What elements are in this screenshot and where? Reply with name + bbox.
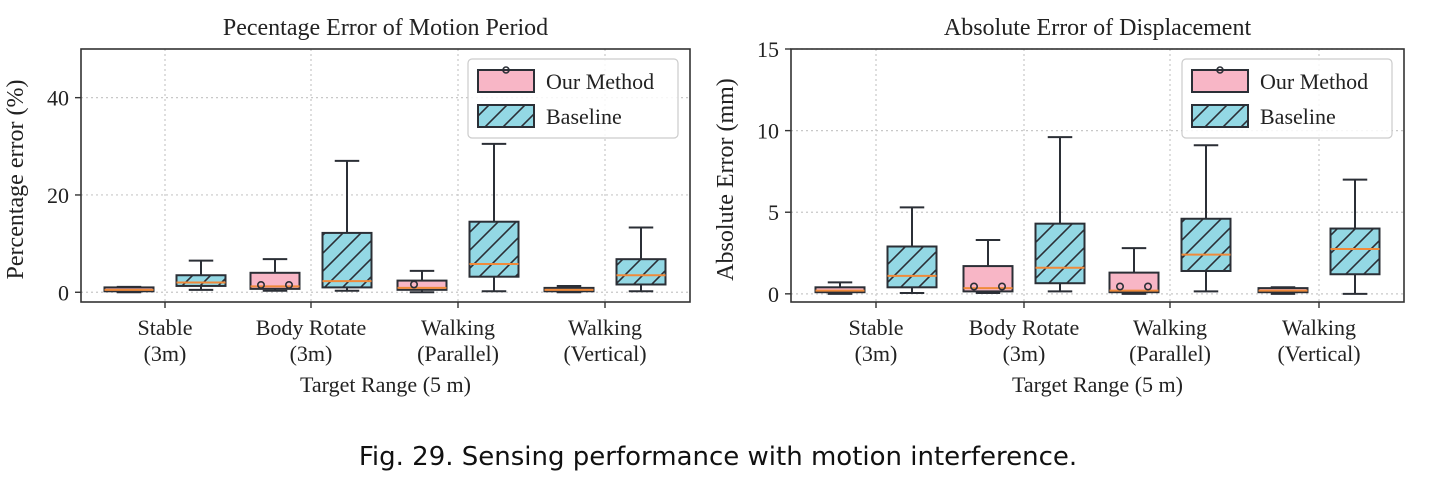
baseline-box [321,159,373,292]
y-tick-label: 5 [768,200,779,225]
legend-label: Baseline [1260,104,1336,129]
outlier-point [1116,282,1125,291]
baseline-box [175,259,227,291]
our-method-box [396,269,448,294]
baseline-box [615,226,667,293]
box-hatch [887,246,937,288]
x-tick-label: (3m) [855,341,898,366]
plot-frame [80,48,691,303]
box-hatch [322,232,372,288]
x-tick-label: Walking [1133,315,1207,340]
box-iqr [396,279,448,291]
legend-swatch [477,69,535,93]
x-tick-label: Stable [849,315,904,340]
x-tick-label: (Parallel) [417,341,499,366]
plot-frame [790,48,1405,303]
outlier-point [284,280,293,289]
our-method-box [103,285,155,294]
legend-swatch-hatch [1192,105,1248,127]
legend-label: Our Method [1260,69,1368,94]
outlier-point [409,280,418,289]
x-tick-label: Walking [421,315,495,340]
legend-swatch [1191,69,1249,93]
our-method-box [249,258,301,292]
outlier-point [1144,282,1153,291]
chart-title: Absolute Error of Displacement [944,15,1252,41]
x-tick-label: (3m) [1003,341,1046,366]
box-iqr [1108,271,1160,294]
box-hatch [616,259,666,285]
our-method-box [962,238,1014,295]
legend-flier-marker [502,66,510,74]
baseline-box [1034,136,1086,293]
box-hatch [469,221,519,277]
our-method-box [543,284,595,294]
box-iqr [249,271,301,290]
x-tick-label: Walking [568,315,642,340]
x-tick-label: Body Rotate [969,315,1080,340]
legend: Our Method Baseline [467,58,679,139]
legend-label: Baseline [546,104,622,129]
x-tick-label: (Vertical) [1277,341,1360,366]
x-axis-label: Target Range (5 m) [300,372,471,397]
x-tick-label: Stable [138,315,193,340]
x-tick-label: (Vertical) [563,341,646,366]
legend: Our Method Baseline [1181,58,1393,139]
y-tick-label: 0 [58,280,69,305]
baseline-box [886,206,938,295]
y-tick-label: 0 [768,282,779,307]
baseline-box [468,142,520,293]
x-axis-label: Target Range (5 m) [1012,372,1183,397]
y-axis-label: Absolute Error (mm) [713,78,739,281]
box-hatch [1181,218,1231,271]
y-tick-label: 20 [47,183,69,208]
our-method-box [814,281,866,295]
figure-caption: Fig. 29. Sensing performance with motion… [358,442,1078,472]
chart-title: Pecentage Error of Motion Period [223,15,548,41]
outlier-point [969,282,978,291]
legend-swatch-hatch [478,105,534,127]
y-tick-label: 15 [757,37,779,62]
legend-label: Our Method [546,69,654,94]
legend-flier-marker [1216,66,1224,74]
y-tick-label: 10 [757,119,779,144]
x-tick-label: (3m) [290,341,333,366]
outlier-point [997,282,1006,291]
box-hatch [176,275,226,286]
baseline-box [1329,178,1381,295]
y-tick-label: 40 [47,86,69,111]
x-tick-label: Walking [1282,315,1356,340]
outlier-point [256,280,265,289]
box-hatch [1330,228,1380,275]
x-tick-label: Body Rotate [256,315,367,340]
our-method-box [1108,247,1160,295]
x-tick-label: (3m) [144,341,187,366]
x-tick-label: (Parallel) [1129,341,1211,366]
y-axis-label: Percentage error (%) [3,80,29,280]
baseline-box [1180,144,1232,293]
our-method-box [1257,286,1309,295]
box-hatch [1035,223,1085,284]
